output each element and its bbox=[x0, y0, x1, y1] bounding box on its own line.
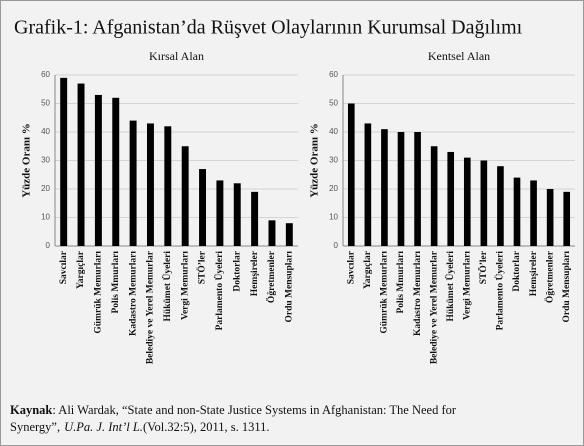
bar bbox=[146, 123, 154, 246]
bar bbox=[94, 94, 102, 246]
x-tick-label: Gümrük Memurları bbox=[380, 251, 390, 334]
source-text: Synergy”, bbox=[10, 420, 60, 434]
x-tick-label: Gümrük Memurları bbox=[94, 251, 104, 334]
bar bbox=[364, 123, 372, 246]
y-tick-label: 30 bbox=[41, 156, 50, 165]
source-text: (Vol.32:5), 2011, s. 1311. bbox=[143, 420, 270, 434]
x-tick-label: Polis Mmurları bbox=[111, 251, 121, 314]
bar bbox=[430, 146, 438, 246]
x-tick-label: Vergi Memurları bbox=[462, 251, 472, 320]
bar bbox=[164, 126, 172, 246]
y-tick-label: 40 bbox=[41, 127, 50, 136]
x-tick-label: Yargıçlar bbox=[363, 250, 373, 289]
source-label: Kaynak bbox=[10, 403, 52, 417]
y-tick-label: 0 bbox=[46, 241, 51, 250]
bar bbox=[414, 132, 421, 246]
source-line: Synergy”, U.Pa. J. Int’l L.(Vol.32:5), 20… bbox=[10, 420, 270, 434]
y-tick-label: 50 bbox=[329, 99, 338, 108]
bar bbox=[563, 191, 571, 246]
bar bbox=[513, 177, 521, 246]
x-tick-label: Hemşireler bbox=[529, 250, 539, 296]
bar bbox=[216, 180, 224, 246]
bar bbox=[530, 180, 537, 246]
y-tick-label: 60 bbox=[41, 70, 50, 79]
x-tick-label: Polis Mmurları bbox=[396, 251, 406, 314]
y-tick-label: 20 bbox=[329, 184, 338, 193]
x-tick-label: Kadastro Memurları bbox=[128, 251, 138, 336]
x-tick-label: Öğretmenler bbox=[264, 250, 277, 303]
x-tick-label: Belediye ve Yerel Memurlar bbox=[146, 250, 156, 364]
bar bbox=[397, 132, 405, 246]
y-tick-label: 40 bbox=[329, 127, 338, 136]
bar bbox=[546, 189, 554, 246]
bar bbox=[381, 129, 388, 246]
y-tick-label: 20 bbox=[41, 184, 50, 193]
source-line: Kaynak: Ali Wardak, “State and non-State… bbox=[10, 403, 457, 417]
x-tick-label: Vergi Memurları bbox=[180, 251, 190, 320]
y-tick-label: 10 bbox=[329, 213, 338, 222]
y-tick-label: 30 bbox=[329, 156, 338, 165]
x-tick-label: Kadastro Memurları bbox=[413, 251, 423, 336]
x-tick-label: Savcılar bbox=[346, 250, 356, 284]
bar bbox=[112, 97, 120, 246]
bar bbox=[347, 103, 355, 246]
subtitle: Kentsel Alan bbox=[428, 49, 490, 63]
x-tick-label: Hükümet Üyeleri bbox=[443, 251, 456, 322]
source-text: : Ali Wardak, “State and non-State Justi… bbox=[52, 403, 456, 417]
y-tick-label: 0 bbox=[334, 241, 339, 250]
y-tick-label: 60 bbox=[329, 70, 338, 79]
x-tick-label: Belediye ve Yerel Memurlar bbox=[429, 250, 439, 364]
x-tick-label: Parlamento Üyeleri bbox=[493, 251, 506, 331]
bar bbox=[251, 191, 259, 246]
x-tick-label: Öğretmenler bbox=[542, 250, 555, 303]
x-tick-label: Hemşireler bbox=[250, 250, 260, 296]
bar bbox=[268, 220, 276, 246]
bar bbox=[60, 77, 68, 246]
bar bbox=[480, 160, 488, 246]
x-tick-label: Doktorlar bbox=[232, 250, 242, 291]
bar bbox=[129, 120, 137, 246]
bar bbox=[463, 157, 471, 246]
bar bbox=[233, 183, 241, 246]
x-tick-label: STÖ’ler bbox=[476, 250, 489, 284]
y-tick-label: 10 bbox=[41, 213, 50, 222]
y-tick-label: 50 bbox=[41, 99, 50, 108]
y-axis-label: Yüzde Oranı % bbox=[21, 123, 33, 198]
y-axis-label: Yüzde Oranı % bbox=[309, 123, 321, 198]
x-tick-label: Parlamento Üyeleri bbox=[212, 251, 225, 331]
x-tick-label: Yargıçlar bbox=[76, 250, 86, 289]
bar bbox=[447, 151, 455, 246]
x-tick-label: Doktorlar bbox=[512, 250, 522, 291]
x-tick-label: Savcılar bbox=[59, 250, 69, 284]
bar bbox=[285, 223, 293, 246]
bar bbox=[199, 169, 207, 246]
bar bbox=[497, 166, 504, 246]
source-journal: U.Pa. J. Int’l L. bbox=[64, 420, 143, 434]
bar bbox=[181, 146, 189, 246]
x-tick-label: Ordu Mensupları bbox=[285, 251, 295, 323]
bar bbox=[77, 83, 85, 246]
x-tick-label: Hükümet Üyeleri bbox=[160, 251, 173, 322]
chart-title: Grafik-1: Afganistan’da Rüşvet Olayların… bbox=[14, 17, 523, 39]
x-tick-label: Ordu Mensupları bbox=[562, 251, 572, 323]
x-tick-label: STÖ’ler bbox=[195, 250, 208, 284]
subtitle: Kırsal Alan bbox=[149, 49, 204, 63]
